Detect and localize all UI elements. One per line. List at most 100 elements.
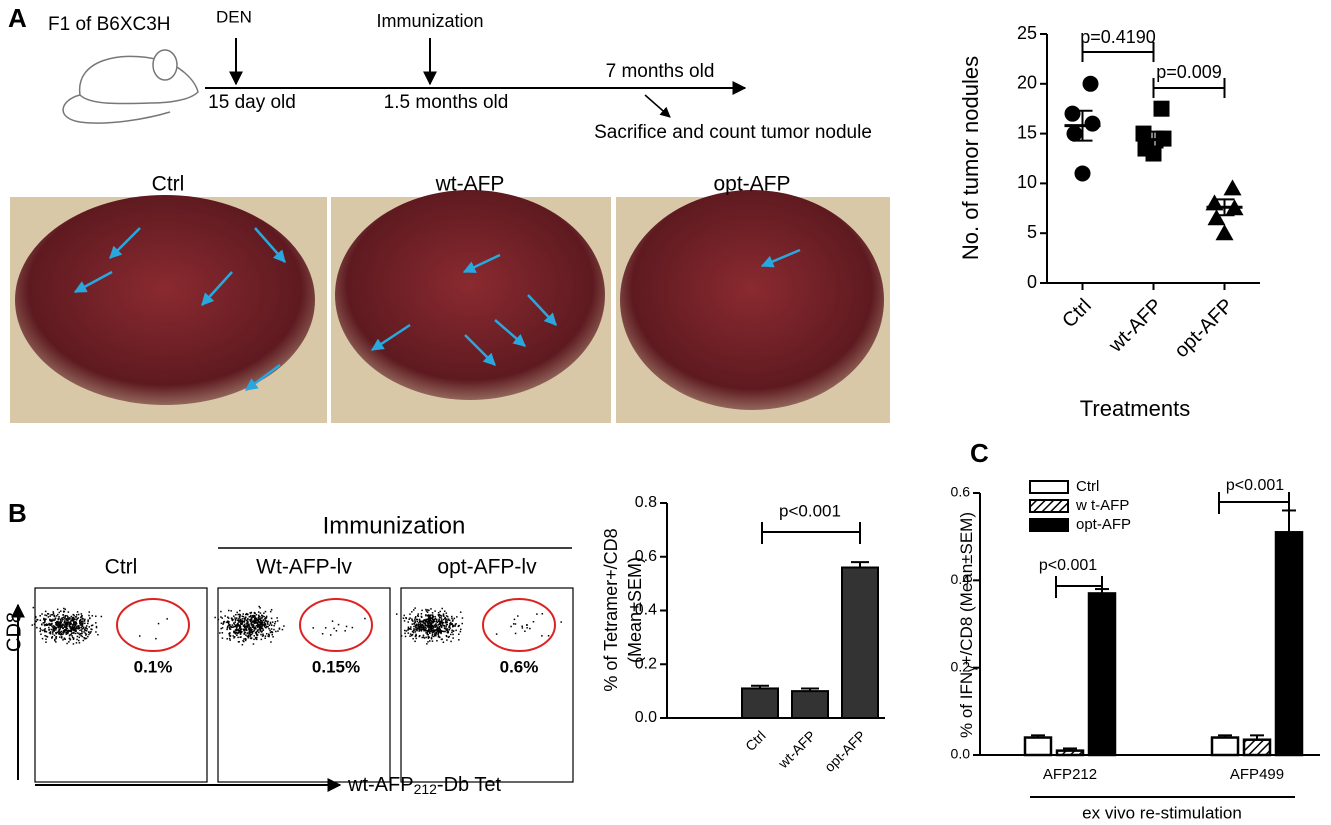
flow-label: opt-AFP-lv bbox=[437, 556, 537, 579]
event-dot bbox=[238, 616, 241, 618]
event-dot bbox=[221, 627, 224, 629]
event-dot bbox=[438, 618, 441, 620]
event-dot bbox=[451, 623, 453, 625]
event-dot bbox=[247, 636, 249, 638]
point bbox=[1145, 145, 1162, 162]
event-dot bbox=[435, 632, 438, 635]
event-dot bbox=[247, 632, 249, 635]
event-dot bbox=[429, 617, 432, 620]
event-dot bbox=[243, 617, 246, 620]
event-dot bbox=[252, 643, 255, 645]
event-dot bbox=[264, 623, 267, 626]
event-dot bbox=[230, 626, 233, 628]
event-dot bbox=[253, 626, 256, 629]
event-dot bbox=[58, 616, 60, 618]
y-tick-label: 25 bbox=[1017, 23, 1037, 43]
event-dot bbox=[439, 622, 441, 624]
event-dot bbox=[87, 619, 89, 621]
event-dot bbox=[71, 618, 73, 620]
annotation: p<0.001 bbox=[1039, 557, 1097, 574]
mouse bbox=[62, 49, 199, 124]
event-dot bbox=[68, 641, 70, 643]
event-dot bbox=[446, 639, 448, 641]
event-dot bbox=[412, 620, 414, 622]
event-dot bbox=[78, 633, 81, 636]
event-dot bbox=[48, 629, 50, 631]
event-dot bbox=[68, 630, 71, 632]
point bbox=[1223, 179, 1242, 196]
event-dot bbox=[79, 618, 82, 621]
event-dot bbox=[547, 635, 550, 637]
event-dot bbox=[259, 619, 262, 622]
event-dot bbox=[253, 635, 255, 637]
event-dot bbox=[66, 627, 69, 630]
event-dot bbox=[240, 621, 242, 623]
event-dot bbox=[243, 629, 245, 632]
event-dot bbox=[62, 631, 64, 634]
event-dot bbox=[445, 619, 447, 621]
event-dot bbox=[81, 624, 84, 626]
event-dot bbox=[72, 624, 74, 626]
event-dot bbox=[62, 610, 65, 613]
event-dot bbox=[61, 625, 63, 627]
event-dot bbox=[62, 616, 65, 619]
event-dot bbox=[84, 622, 86, 625]
event-dot bbox=[236, 623, 238, 626]
event-dot bbox=[59, 618, 62, 621]
gate-percent: 0.6% bbox=[500, 657, 539, 676]
label-part: 212 bbox=[414, 781, 438, 797]
event-dot bbox=[230, 610, 232, 612]
label-part: wt-AFP bbox=[347, 774, 414, 796]
event-dot bbox=[53, 625, 56, 628]
event-dot bbox=[253, 629, 256, 631]
event-dot bbox=[236, 627, 238, 629]
event-dot bbox=[65, 618, 67, 621]
event-dot bbox=[239, 624, 241, 627]
event-dot bbox=[63, 626, 66, 628]
event-dot bbox=[414, 616, 417, 618]
event-dot bbox=[405, 617, 407, 619]
event-dot bbox=[44, 630, 46, 632]
event-dot bbox=[446, 631, 448, 633]
event-dot bbox=[431, 640, 434, 642]
event-dot bbox=[415, 627, 418, 629]
event-dot bbox=[428, 630, 430, 632]
event-dot bbox=[56, 608, 59, 611]
event-dot bbox=[429, 627, 432, 629]
event-dot bbox=[256, 626, 259, 629]
event-dot bbox=[97, 633, 99, 636]
annotation: p<0.001 bbox=[779, 501, 841, 520]
event-dot bbox=[73, 614, 75, 617]
legend-swatch bbox=[1029, 499, 1069, 513]
event-dot bbox=[240, 636, 242, 638]
event-dot bbox=[436, 630, 439, 632]
gate-percent: 0.15% bbox=[312, 657, 360, 676]
event-dot bbox=[412, 631, 415, 634]
event-dot bbox=[405, 630, 408, 632]
time: 15 day old bbox=[208, 92, 296, 113]
event-dot bbox=[255, 617, 257, 619]
event-dot bbox=[275, 630, 277, 633]
event-dot bbox=[426, 633, 428, 635]
event-dot bbox=[255, 631, 258, 633]
event-dot bbox=[422, 628, 425, 630]
event-dot bbox=[449, 622, 451, 625]
event-dot bbox=[426, 630, 428, 632]
event-dot bbox=[243, 632, 245, 635]
event-dot bbox=[73, 618, 76, 620]
event-dot bbox=[438, 623, 441, 625]
event-dot bbox=[418, 627, 421, 630]
event-dot bbox=[56, 621, 58, 623]
event-dot bbox=[55, 629, 57, 631]
event-dot bbox=[78, 636, 81, 639]
event-dot bbox=[425, 619, 427, 621]
event-dot bbox=[269, 621, 272, 624]
event-dot bbox=[433, 633, 436, 635]
event-dot bbox=[423, 622, 425, 625]
event-dot bbox=[70, 633, 72, 636]
event-dot bbox=[61, 620, 63, 622]
event-dot bbox=[434, 623, 437, 626]
event-dot bbox=[67, 611, 70, 613]
gate bbox=[299, 598, 373, 652]
event-dot bbox=[88, 626, 91, 628]
